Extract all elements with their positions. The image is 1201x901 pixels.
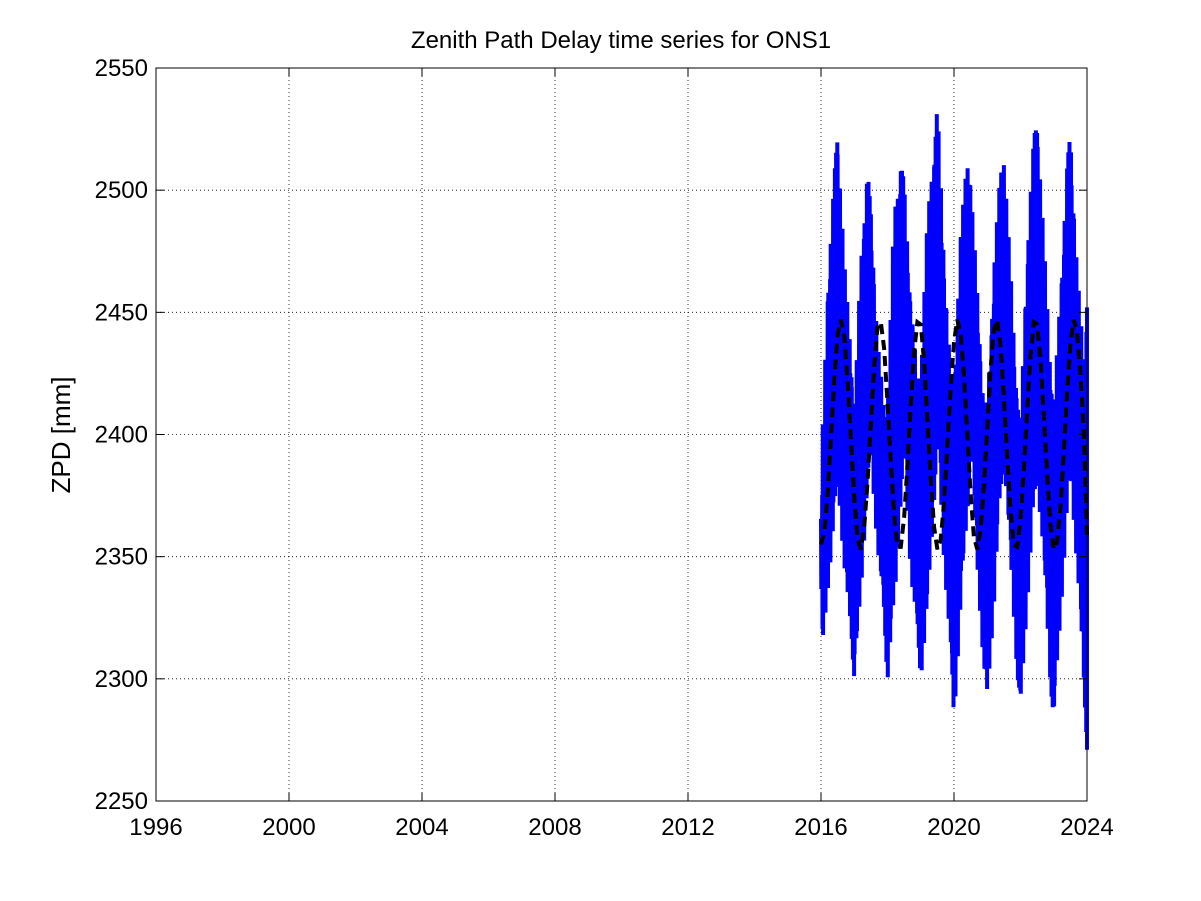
x-tick-label: 1996 [129,814,182,841]
x-tick-label: 2016 [794,814,847,841]
y-tick-label: 2250 [95,788,148,815]
series-observed-line [819,114,1089,750]
y-tick-label: 2300 [95,666,148,693]
y-tick-label: 2350 [95,544,148,571]
x-tick-label: 2004 [395,814,448,841]
data-series [819,114,1089,750]
y-axis-label: ZPD [mm] [46,377,76,494]
chart-title: Zenith Path Delay time series for ONS1 [411,27,831,54]
y-tick-label: 2450 [95,299,148,326]
y-tick-label: 2400 [95,422,148,449]
x-tick-label: 2008 [528,814,581,841]
axis-ticks [155,67,1088,802]
y-tick-label: 2550 [95,55,148,82]
x-tick-label: 2012 [661,814,714,841]
x-tick-label: 2000 [262,814,315,841]
x-tick-label: 2020 [927,814,980,841]
series-model-dashed-line [819,316,1089,557]
tick-labels: 1996 2000 2004 2008 2012 2016 2020 2024 2250 2300… [95,55,1114,841]
x-tick-label: 2024 [1060,814,1113,841]
y-tick-label: 2500 [95,177,148,204]
